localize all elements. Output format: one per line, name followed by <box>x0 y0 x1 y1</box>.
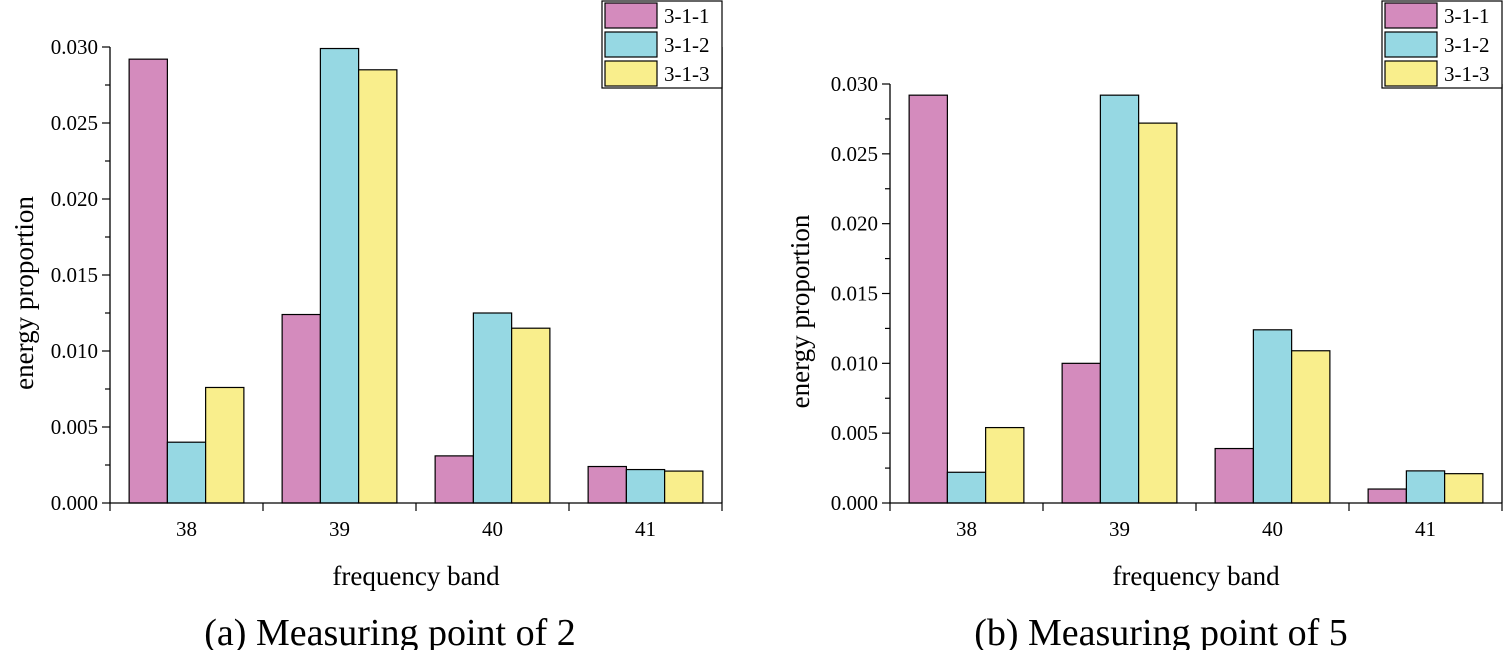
y-tick-label: 0.030 <box>831 72 878 96</box>
legend-label: 3-1-3 <box>1444 62 1490 86</box>
y-tick-label: 0.000 <box>51 491 98 515</box>
bar <box>1252 329 1293 504</box>
bar <box>511 327 551 504</box>
bar <box>166 441 207 504</box>
x-tick-label: 38 <box>176 517 197 541</box>
legend-swatch <box>1384 60 1438 87</box>
bar <box>625 468 666 504</box>
y-tick-label: 0.005 <box>51 415 98 439</box>
legend-swatch <box>604 2 658 29</box>
bar <box>358 69 398 504</box>
legend-swatch <box>1384 2 1438 29</box>
bar <box>1405 470 1446 504</box>
chart-caption: (a) Measuring point of 2 <box>204 612 575 650</box>
bar <box>1367 488 1407 504</box>
y-tick-label: 0.025 <box>831 142 878 166</box>
y-tick-label: 0.030 <box>51 35 98 59</box>
bar <box>1061 362 1101 504</box>
y-axis-label: energy proportion <box>9 196 39 390</box>
legend-swatch <box>1384 31 1438 58</box>
y-tick-label: 0.015 <box>51 263 98 287</box>
bar <box>319 47 360 504</box>
bar <box>946 471 987 504</box>
y-tick-label: 0.010 <box>51 339 98 363</box>
legend-label: 3-1-1 <box>664 4 710 28</box>
y-tick-label: 0.000 <box>831 491 878 515</box>
x-tick-label: 39 <box>1109 517 1130 541</box>
y-tick-label: 0.005 <box>831 421 878 445</box>
bar <box>434 455 474 504</box>
y-tick-label: 0.015 <box>831 282 878 306</box>
x-tick-label: 41 <box>635 517 656 541</box>
legend-swatch <box>604 60 658 87</box>
bar <box>1214 447 1254 504</box>
legend: 3-1-1 3-1-2 3-1-3 <box>1381 0 1503 89</box>
x-tick-label: 40 <box>482 517 503 541</box>
y-tick-label: 0.025 <box>51 111 98 135</box>
y-tick-label: 0.020 <box>51 187 98 211</box>
x-axis-label: frequency band <box>1112 561 1280 591</box>
legend-label: 3-1-3 <box>664 62 710 86</box>
chart-caption: (b) Measuring point of 5 <box>974 612 1348 650</box>
legend-label: 3-1-2 <box>1444 33 1490 57</box>
legend-swatch <box>604 31 658 58</box>
y-tick-label: 0.020 <box>831 212 878 236</box>
chart-panel: 0.000 0.005 0.010 0.015 0.020 0.025 0.030 38 39 4… <box>9 0 723 650</box>
x-tick-label: 41 <box>1415 517 1436 541</box>
bar <box>128 58 168 504</box>
bar <box>587 465 627 504</box>
bar <box>664 470 704 504</box>
bar <box>985 426 1025 504</box>
x-tick-label: 40 <box>1262 517 1283 541</box>
bar <box>1099 94 1140 504</box>
bar <box>1138 122 1178 504</box>
y-axis-label: energy proportion <box>785 214 815 408</box>
legend-label: 3-1-2 <box>664 33 710 57</box>
bar <box>281 313 321 504</box>
bar <box>472 312 513 504</box>
chart-panel: 0.000 0.005 0.010 0.015 0.020 0.025 0.030 38 39 4… <box>785 0 1503 650</box>
x-tick-label: 38 <box>956 517 977 541</box>
y-tick-label: 0.010 <box>831 351 878 375</box>
bar <box>205 386 245 504</box>
legend: 3-1-1 3-1-2 3-1-3 <box>601 0 723 89</box>
bar <box>1291 350 1331 504</box>
bar <box>908 94 948 504</box>
bar <box>1444 473 1484 504</box>
x-tick-label: 39 <box>329 517 350 541</box>
x-axis-label: frequency band <box>332 561 500 591</box>
legend-label: 3-1-1 <box>1444 4 1490 28</box>
